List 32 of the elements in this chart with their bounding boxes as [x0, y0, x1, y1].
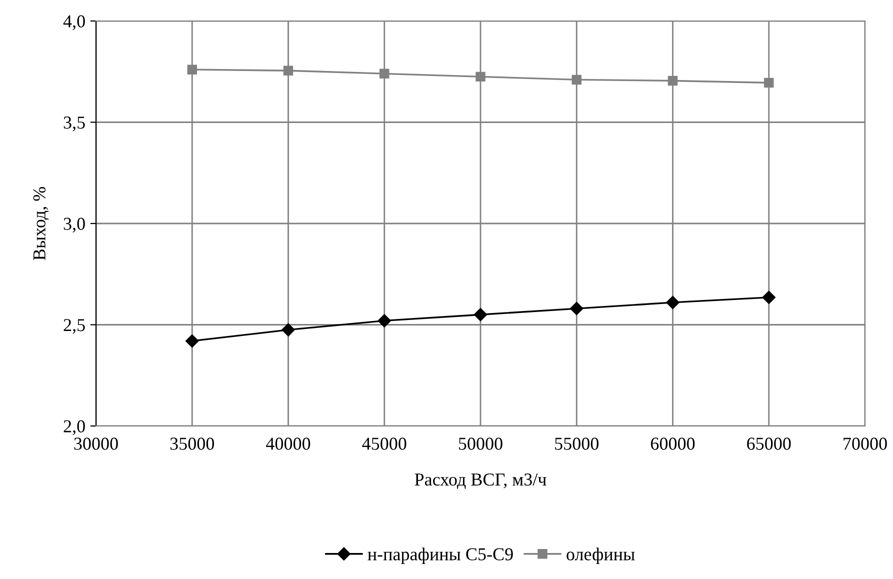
x-axis-title: Расход ВСГ, м3/ч [414, 474, 546, 489]
point [282, 323, 295, 336]
y-tick-label: 2,5 [64, 319, 85, 334]
x-tick-label: 40000 [266, 438, 310, 450]
point [187, 64, 197, 74]
legend-label: олефины [566, 548, 635, 564]
x-tick-label: 55000 [555, 438, 599, 450]
point [762, 290, 776, 304]
point [668, 76, 678, 86]
point [666, 296, 680, 310]
x-tick-label: 65000 [747, 438, 791, 450]
point [378, 314, 391, 328]
x-tick-label: 35000 [170, 438, 214, 450]
point [474, 308, 488, 322]
x-tick-label: 45000 [362, 438, 406, 450]
y-tick-label: 3,0 [64, 218, 85, 233]
point [570, 302, 584, 316]
x-tick-label: 30000 [74, 438, 118, 450]
point [764, 78, 774, 88]
x-tick-label: 50000 [458, 438, 502, 450]
y-tick-label: 4,0 [63, 15, 85, 30]
x-tick-label: 70000 [844, 438, 887, 450]
y-axis-title: Выход, % [33, 186, 49, 260]
point [380, 68, 390, 79]
x-tick-label: 60000 [650, 438, 695, 450]
legend-label: н-парафины С5-С9 [368, 548, 513, 564]
y-tick-label: 3,5 [64, 116, 85, 132]
y-tick-label: 2,0 [64, 420, 85, 436]
point [572, 74, 582, 85]
point [476, 72, 486, 82]
point [186, 334, 199, 348]
point [283, 66, 294, 76]
